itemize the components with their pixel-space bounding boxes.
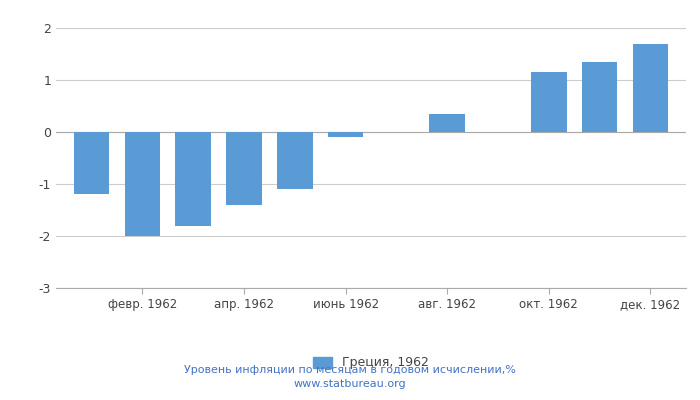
Bar [125,132,160,236]
Bar [582,62,617,132]
Bar [226,132,262,205]
Bar [74,132,109,194]
Legend: Греция, 1962: Греция, 1962 [308,352,434,374]
Text: Уровень инфляции по месяцам в годовом исчислении,%: Уровень инфляции по месяцам в годовом ис… [184,365,516,375]
Bar [633,44,668,132]
Bar [277,132,313,189]
Bar [176,132,211,226]
Bar [429,114,465,132]
Text: www.statbureau.org: www.statbureau.org [294,379,406,389]
Bar [531,72,566,132]
Bar [328,132,363,137]
